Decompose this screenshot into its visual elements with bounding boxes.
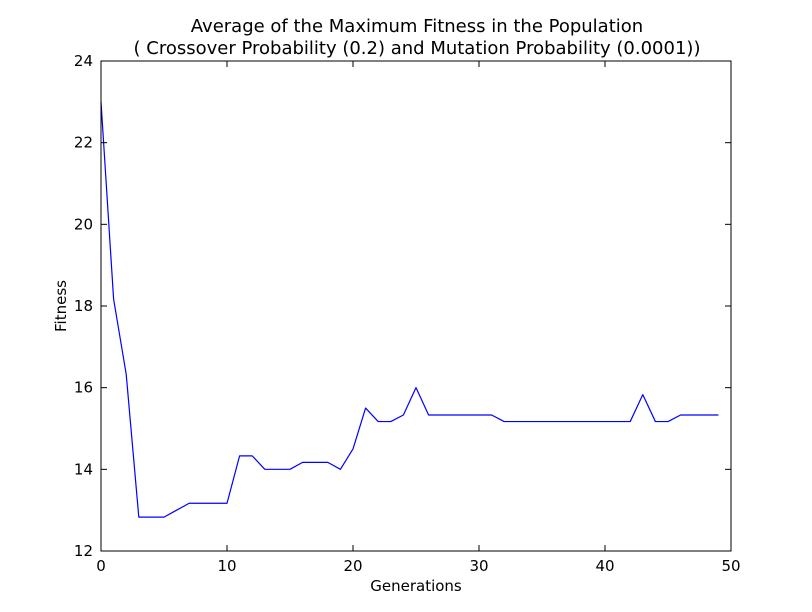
plot-frame xyxy=(100,60,732,552)
chart-title: Average of the Maximum Fitness in the Po… xyxy=(191,16,643,37)
x-tick-label: 0 xyxy=(96,557,106,575)
x-tick-label: 30 xyxy=(469,557,488,575)
x-tick-label: 50 xyxy=(721,557,740,575)
series-line xyxy=(100,101,719,518)
y-tick-label: 24 xyxy=(74,52,93,70)
y-tick-label: 20 xyxy=(74,215,93,233)
y-axis-label: Fitness xyxy=(52,280,70,332)
chart-subtitle: ( Crossover Probability (0.2) and Mutati… xyxy=(134,38,701,59)
plot-area: 0 10 20 30 40 50 12 14 16 18 20 22 24 xyxy=(74,52,741,575)
y-tick-label: 22 xyxy=(74,134,93,152)
y-tick-label: 12 xyxy=(74,542,93,560)
y-tick-label: 18 xyxy=(74,297,93,315)
x-tick-label: 40 xyxy=(595,557,614,575)
x-tick-label: 10 xyxy=(217,557,236,575)
y-tick-label: 14 xyxy=(74,460,93,478)
y-tick-label: 16 xyxy=(74,379,93,397)
x-axis-label: Generations xyxy=(370,577,462,595)
x-tick-label: 20 xyxy=(343,557,362,575)
